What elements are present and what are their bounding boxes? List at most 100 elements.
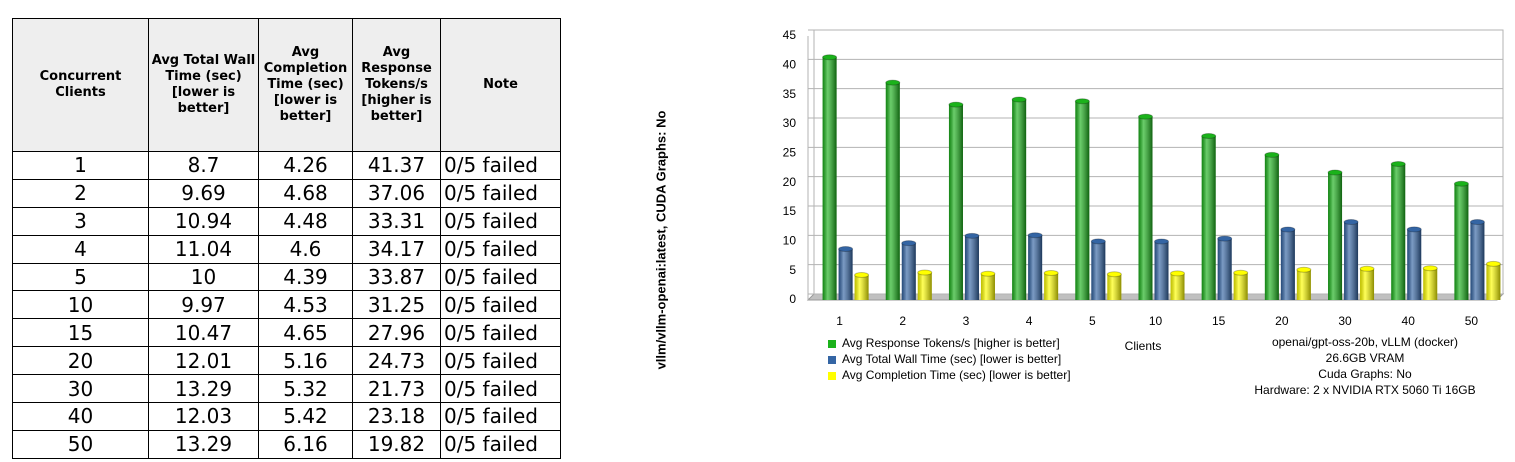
header-cell: Avg Total Wall Time (sec) [lower is bett… [148,18,259,152]
legend-label: Avg Response Tokens/s [higher is better] [842,336,1060,350]
bar-cap [1485,260,1501,267]
bar-shade [1391,164,1406,300]
bar-shade [948,104,963,301]
table-cell: 19.82 [352,429,441,459]
bar-shade [1470,222,1485,300]
table-cell: 0/5 failed [440,402,561,431]
table-cell: 50 [12,429,149,459]
table-cell: 33.87 [352,262,441,292]
bar-cap [1264,151,1280,158]
bar-shade [1217,238,1232,300]
bar-shade [1454,183,1469,300]
bar-shade [1170,273,1185,300]
x-tick-label: 1 [836,314,843,328]
annotation: 26.6GB VRAM [1326,351,1405,365]
header-cell: Avg Completion Time (sec) [lower is bett… [258,18,353,152]
bar-shade [1154,241,1169,300]
table-cell: 37.06 [352,178,441,208]
bar-cap [948,101,964,108]
table-cell: 15 [12,318,149,348]
bar-cap [1011,96,1027,103]
bar-cap [901,240,917,247]
y-tick-label: 30 [783,116,797,130]
bar-shade [964,235,979,300]
table-cell: 0/5 failed [440,290,561,320]
bar-shade [1360,268,1375,300]
table-row: 1 8.7 4.26 41.37 0/5 failed [12,151,561,180]
bar-cap [1406,226,1422,233]
side-label: vllm/vllm-openai:latest, CUDA Graphs: No [653,111,668,370]
table-cell: 12.03 [148,402,259,431]
bar-cap [1343,219,1359,226]
table-cell: 6.16 [258,429,353,459]
y-tick-label: 10 [783,234,797,248]
y-tick-label: 15 [783,204,797,218]
bar-shade [1486,263,1501,300]
bar-shade [1075,101,1090,301]
bar-cap [1138,113,1153,120]
bar-shade [1264,154,1279,300]
table-row: 50 13.29 6.16 19.82 0/5 failed [12,429,561,459]
bar-shade [1407,229,1422,300]
annotation: Hardware: 2 x NVIDIA RTX 5060 Ti 16GB [1254,383,1475,397]
legend-label: Avg Total Wall Time (sec) [lower is bett… [842,352,1061,366]
bar-cap [1453,180,1469,187]
bar-cap [854,272,870,279]
bar-shade [1044,273,1059,300]
y-tick-label: 25 [783,146,797,160]
bar-cap [1170,270,1185,277]
bar-cap [1201,132,1217,139]
table-cell: 3 [12,206,149,236]
x-tick-label: 50 [1465,314,1479,328]
bar-cap [1106,271,1122,278]
bar-cap [838,245,854,252]
bar-shade [854,275,869,300]
x-tick-label: 2 [899,314,906,328]
table-cell: 41.37 [352,151,441,180]
table-cell: 4.6 [258,234,353,264]
bar-cap [822,54,838,61]
table-cell: 10.47 [148,318,259,348]
x-tick-label: 10 [1149,314,1163,328]
annotation: openai/gpt-oss-20b, vLLM (docker) [1272,335,1458,349]
table-cell: 4.65 [258,318,353,348]
table-cell: 9.69 [148,178,259,208]
bar-shade [1107,274,1122,300]
legend-swatch [828,340,836,348]
x-tick-label: 4 [1026,314,1033,328]
bar-shade [1028,235,1043,300]
x-tick-label: 30 [1338,314,1352,328]
header-row: Concurrent Clients Avg Total Wall Time (s… [12,18,561,152]
bar-shade [1328,172,1343,300]
bar-shade [838,248,853,300]
bar-cap [1233,269,1249,276]
bar-cap [885,79,901,86]
table-cell: 34.17 [352,234,441,264]
bar-cap [980,270,996,277]
x-tick-label: 40 [1402,314,1416,328]
table-cell: 23.18 [352,402,441,431]
table-cell: 4.26 [258,151,353,180]
table-cell: 0/5 failed [440,151,561,180]
bar-cap [964,232,980,239]
header-cell: Note [440,18,561,152]
table-cell: 4 [12,234,149,264]
table-row: 2 9.69 4.68 37.06 0/5 failed [12,178,561,208]
bar-cap [1154,238,1169,245]
table-cell: 8.7 [148,151,259,180]
bar-cap [1090,238,1106,245]
bar-cap [1422,265,1438,272]
table-cell: 13.29 [148,429,259,459]
table-cell: 33.31 [352,206,441,236]
bar-shade [1091,241,1106,300]
table-body: 1 8.7 4.26 41.37 0/5 failed 2 9.69 4.68 37.06 0/5… [12,151,561,459]
table-cell: 0/5 failed [440,429,561,459]
bar-cap [1359,265,1375,272]
table-cell: 5 [12,262,149,292]
y-tick-label: 20 [783,175,797,189]
bar-cap [1296,266,1312,273]
bar-cap [1469,219,1485,226]
x-tick-label: 20 [1275,314,1289,328]
table-cell: 31.25 [352,290,441,320]
